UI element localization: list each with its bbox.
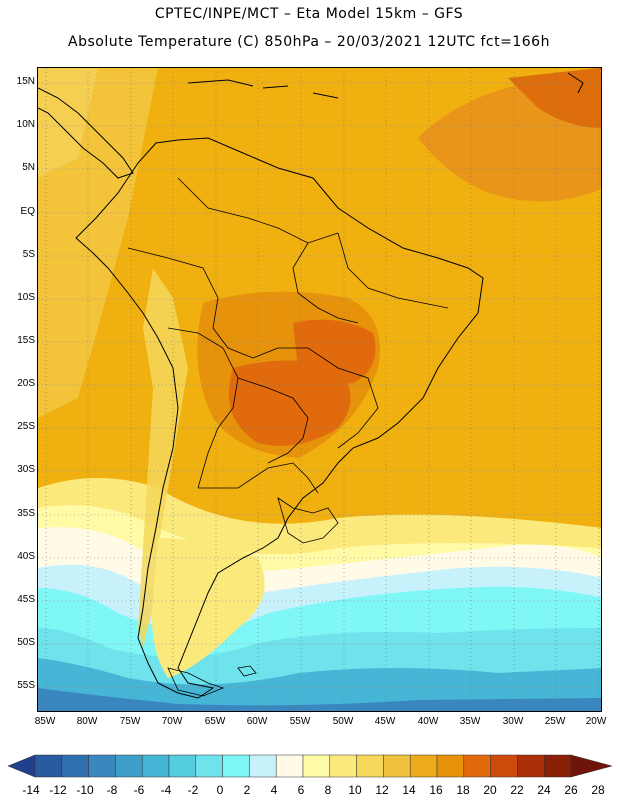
colorbar-swatch — [463, 754, 491, 778]
colorbar-label: 4 — [270, 783, 278, 797]
lat-label: 15S — [17, 335, 35, 346]
colorbar-label: -8 — [106, 783, 118, 797]
colorbar-label: 22 — [510, 783, 524, 797]
colorbar-swatch — [356, 754, 384, 778]
colorbar-swatch — [88, 754, 116, 778]
title-line-2: Absolute Temperature (C) 850hPa – 20/03/… — [68, 34, 550, 50]
colorbar-label: 2 — [243, 783, 251, 797]
lon-label: 25W — [544, 716, 566, 727]
colorbar-label: 28 — [591, 783, 605, 797]
lat-label: 5S — [22, 249, 35, 260]
south-america-coastline — [75, 137, 484, 699]
central-america-coastline — [38, 87, 134, 179]
goias-hot-core — [293, 319, 376, 384]
colorbar-swatch — [141, 754, 170, 778]
colorbar-swatches — [7, 754, 613, 778]
band-minus4 — [38, 658, 601, 711]
title-line-1: CPTEC/INPE/MCT – Eta Model 15km – GFS — [154, 6, 464, 22]
colorbar-label: 16 — [429, 783, 443, 797]
lon-label: 65W — [204, 716, 226, 727]
lon-label: 60W — [246, 716, 268, 727]
band-minus8 — [38, 688, 601, 711]
colorbar-swatch — [61, 754, 89, 778]
colorbar — [7, 754, 613, 778]
colorbar-label: 18 — [456, 783, 470, 797]
colorbar-swatch — [115, 754, 143, 778]
lat-label: 35S — [17, 508, 35, 519]
colorbar-label: -10 — [76, 783, 94, 797]
caribbean-islands — [187, 72, 584, 99]
lat-label: 55S — [17, 680, 35, 691]
colorbar-swatch — [249, 754, 277, 778]
colorbar-swatch — [34, 754, 63, 778]
colorbar-label: -6 — [133, 783, 145, 797]
colorbar-label: -14 — [22, 783, 40, 797]
lon-label: 85W — [34, 716, 56, 727]
lon-label: 80W — [76, 716, 98, 727]
colorbar-swatch — [490, 754, 518, 778]
colorbar-label: 6 — [297, 783, 305, 797]
colorbar-label: -2 — [187, 783, 199, 797]
lon-label: 70W — [161, 716, 183, 727]
lat-label: 5N — [22, 162, 35, 173]
lat-label: 25S — [17, 421, 35, 432]
colorbar-swatch — [543, 754, 572, 778]
lat-label: 10N — [16, 119, 35, 130]
colorbar-swatch — [195, 754, 223, 778]
temperature-map — [38, 68, 601, 711]
colorbar-label: 10 — [348, 783, 362, 797]
lon-label: 30W — [502, 716, 524, 727]
colorbar-arrow-left — [7, 754, 36, 778]
colorbar-label: 12 — [375, 783, 389, 797]
caribbean-hot-core — [508, 68, 601, 128]
tierra-del-fuego — [167, 667, 225, 697]
lon-label: 35W — [459, 716, 481, 727]
lon-label: 75W — [119, 716, 141, 727]
colorbar-swatch — [383, 754, 411, 778]
lat-label: 40S — [17, 551, 35, 562]
colorbar-label: 24 — [537, 783, 551, 797]
colorbar-swatch — [302, 754, 331, 778]
colorbar-label: 8 — [324, 783, 332, 797]
colorbar-swatch — [329, 754, 357, 778]
map-panel — [37, 67, 602, 712]
lat-label: 20S — [17, 378, 35, 389]
colorbar-arrow-right — [570, 754, 613, 778]
colorbar-swatch — [517, 754, 545, 778]
falkland-islands — [237, 665, 257, 677]
colorbar-swatch — [275, 754, 304, 778]
lat-label: 15N — [16, 76, 35, 87]
lat-label: 50S — [17, 637, 35, 648]
lon-label: 55W — [289, 716, 311, 727]
paraguay-hot-core — [228, 360, 351, 446]
lon-label: 20W — [585, 716, 607, 727]
colorbar-label: 0 — [216, 783, 224, 797]
colorbar-label: 20 — [483, 783, 497, 797]
colorbar-swatch — [168, 754, 197, 778]
lon-label: 40W — [417, 716, 439, 727]
lat-label: EQ — [20, 206, 35, 217]
lat-label: 10S — [17, 292, 35, 303]
lat-label: 30S — [17, 464, 35, 475]
country-borders — [127, 177, 449, 544]
lon-label: 50W — [332, 716, 354, 727]
colorbar-label: 26 — [564, 783, 578, 797]
lon-label: 45W — [374, 716, 396, 727]
patagonia-cool — [152, 538, 265, 678]
colorbar-swatch — [436, 754, 465, 778]
lat-label: 45S — [17, 594, 35, 605]
colorbar-label: -4 — [160, 783, 172, 797]
colorbar-swatch — [222, 754, 250, 778]
colorbar-label: -12 — [49, 783, 67, 797]
colorbar-swatch — [409, 754, 438, 778]
colorbar-label: 14 — [402, 783, 416, 797]
